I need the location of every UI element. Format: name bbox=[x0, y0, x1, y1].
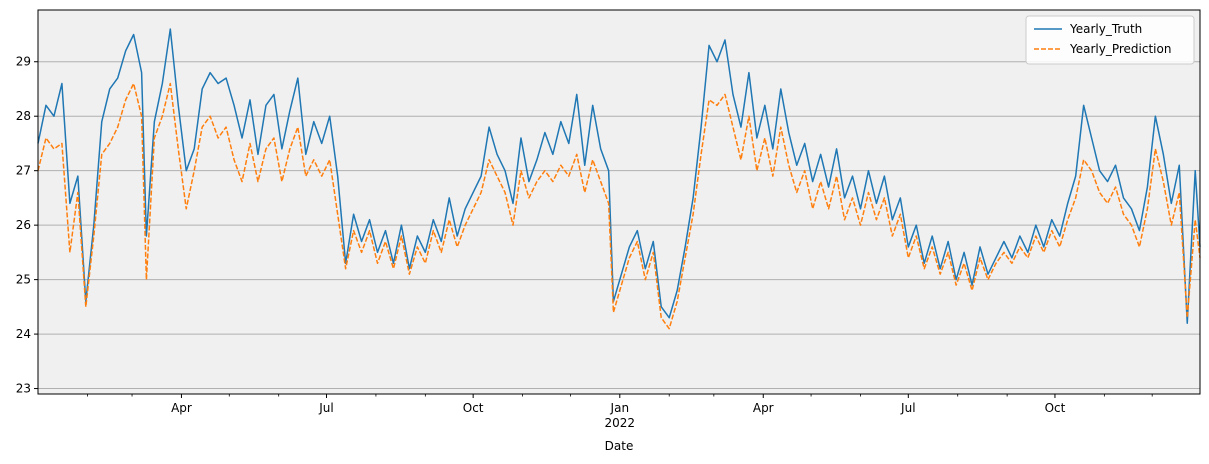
y-tick-label: 25 bbox=[16, 273, 31, 287]
x-tick-label: Apr bbox=[753, 401, 774, 415]
series-layer bbox=[37, 28, 1201, 330]
x-tick-label: Jul bbox=[318, 401, 333, 415]
x-tick-year-label: 2022 bbox=[605, 416, 636, 430]
legend: Yearly_Truth Yearly_Prediction bbox=[1025, 15, 1195, 65]
plot-area bbox=[38, 10, 1200, 394]
series-line-yearly-prediction bbox=[37, 82, 1201, 330]
x-tick-label: Jan bbox=[610, 401, 630, 415]
y-tick-label: 27 bbox=[16, 164, 31, 178]
y-tick-label: 23 bbox=[16, 382, 31, 396]
y-tick-label: 26 bbox=[16, 218, 31, 232]
x-tick-label: Jul bbox=[900, 401, 915, 415]
y-axis: 23 24 25 26 27 28 29 bbox=[16, 55, 38, 396]
x-tick-label: Apr bbox=[171, 401, 192, 415]
legend-label-prediction: Yearly_Prediction bbox=[1069, 42, 1171, 56]
x-tick-label: Oct bbox=[463, 401, 484, 415]
x-tick-label: Oct bbox=[1045, 401, 1066, 415]
y-tick-label: 29 bbox=[16, 55, 31, 69]
plot-frame bbox=[37, 9, 1201, 395]
x-axis-label: Date bbox=[605, 439, 634, 453]
series-line-yearly-truth bbox=[37, 28, 1201, 324]
y-tick-label: 28 bbox=[16, 109, 31, 123]
y-tick-label: 24 bbox=[16, 327, 31, 341]
x-axis: Apr Jul Oct Jan Apr Jul Oct 2022 bbox=[87, 394, 1153, 430]
gridlines bbox=[38, 61, 1200, 390]
legend-label-truth: Yearly_Truth bbox=[1069, 22, 1142, 36]
legend-box bbox=[1025, 15, 1195, 65]
